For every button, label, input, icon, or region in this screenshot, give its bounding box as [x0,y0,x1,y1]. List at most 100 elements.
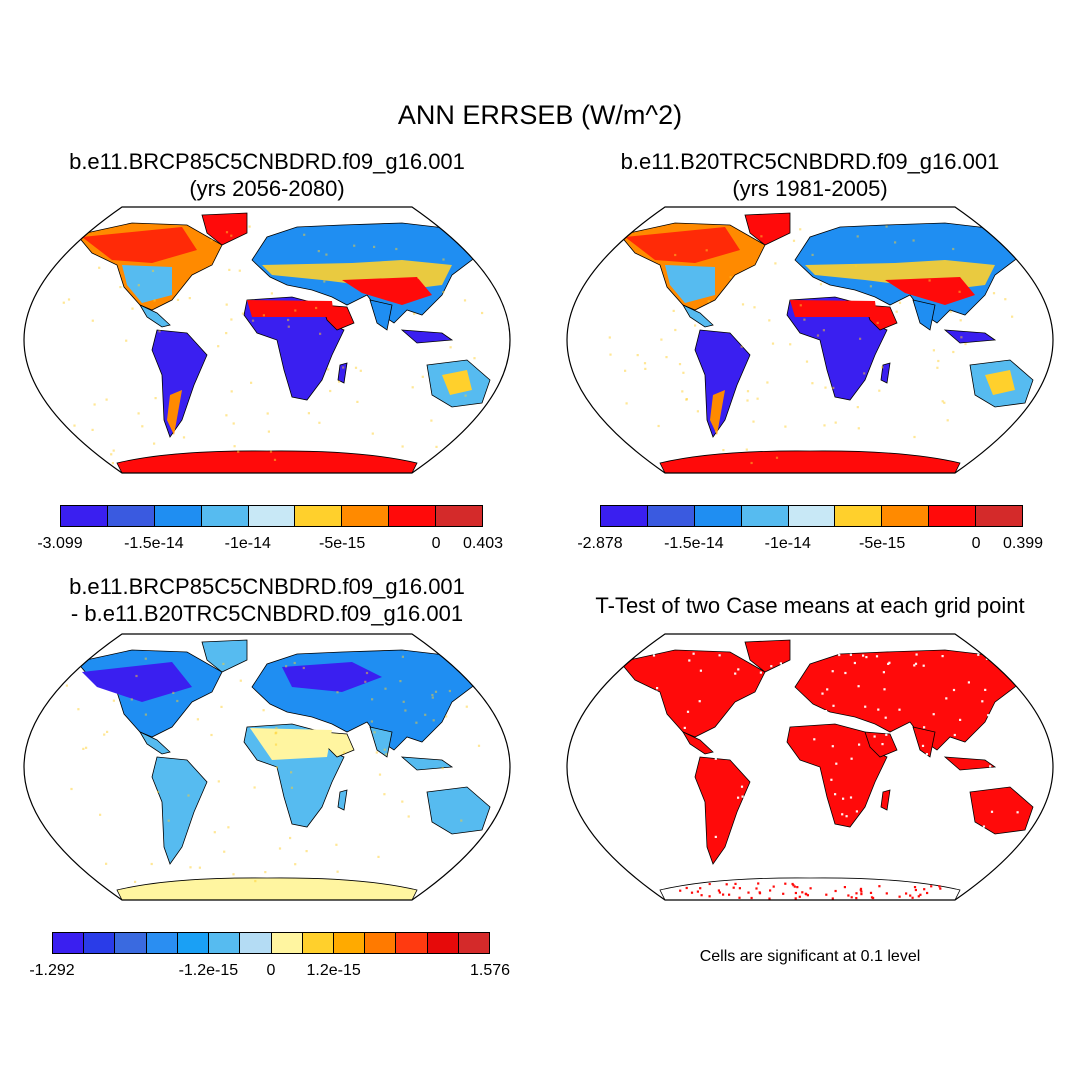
land-greenland [744,212,791,246]
grid-cell-speckle [740,345,743,348]
grid-cell-speckle [857,427,860,430]
antarctica-significant-cell [732,886,735,889]
grid-cell-speckle [680,877,683,880]
region-us-cool [122,265,172,303]
grid-cell-speckle [401,800,404,803]
grid-cell-speckle [456,887,459,890]
grid-cell-speckle [1009,848,1013,851]
land-centralAmerica [682,304,714,328]
grid-cell-speckle [73,424,76,427]
grid-cell-speckle [251,319,255,322]
grid-cell-speckle [784,752,787,755]
grid-cell-speckle [923,726,926,729]
colorbar-swatch [53,933,85,953]
grid-cell-speckle [609,353,612,356]
colorbar-tick-label: -5e-15 [319,535,366,552]
grid-cell-speckle [688,887,691,890]
grid-cell-speckle [413,312,416,315]
grid-cell-speckle [688,659,691,662]
panel-historical-title-line1: b.e11.B20TRC5CNBDRD.f09_g16.001 [620,149,1000,174]
grid-cell-speckle [674,328,677,332]
antarctica-significant-cell [860,890,863,893]
grid-cell-speckle [82,747,85,750]
land-greenland [201,639,248,673]
grid-cell-speckle [971,816,974,819]
grid-cell-speckle [196,718,199,721]
grid-cell-speckle [816,334,820,337]
region-australia-warm [442,370,472,395]
grid-cell-speckle [888,661,891,664]
grid-cell-speckle [1011,702,1014,705]
colorbar-tick-label: 0 [266,962,276,979]
grid-cell-speckle [250,381,253,384]
land-madagascar [337,362,348,384]
grid-cell-speckle [1011,770,1014,773]
antarctica-significant-cell [905,892,908,895]
grid-cell-speckle [464,394,467,397]
antarctica-significant-cell [679,889,682,892]
antarctica-significant-cell [847,894,850,897]
grid-cell-speckle [887,662,890,665]
grid-cell-speckle [404,709,407,712]
antarctica-significant-cell [772,885,775,888]
antarctica-significant-cell [794,891,797,895]
grid-cell-speckle [971,822,975,825]
colorbar-swatch [601,506,648,526]
grid-cell-speckle [465,705,468,708]
region-andes [710,390,725,435]
grid-cell-speckle [640,828,643,831]
grid-cell-speckle [119,286,122,289]
grid-cell-speckle [1004,298,1007,301]
grid-cell-speckle [445,715,448,718]
grid-cell-speckle [656,687,659,690]
grid-cell-speckle [947,871,951,874]
grid-cell-speckle [760,235,763,238]
land-centralAmerica [682,731,714,755]
grid-cell-speckle [746,390,750,393]
colorbar-swatch [201,506,249,526]
grid-cell-speckle [815,793,818,796]
antarctica-significant-cell [930,885,933,888]
grid-cell-speckle [741,795,744,798]
grid-cell-speckle [641,872,644,875]
antarctica-significant-cell [938,885,941,888]
grid-cell-speckle [756,721,760,724]
grid-cell-speckle [373,731,376,734]
grid-cell-speckle [959,718,962,721]
grid-cell-speckle [373,245,376,248]
land-eurasia [794,649,1028,751]
map-frame [23,206,511,474]
antarctica-significant-cell [784,882,787,885]
grid-cell-speckle [253,786,256,789]
grid-cell-speckle [624,369,627,372]
panel-difference-title-line1: b.e11.BRCP85C5CNBDRD.f09_g16.001 [69,574,465,599]
grid-cell-speckle [210,733,213,737]
grid-cell-speckle [608,741,612,744]
grid-cell-speckle [619,738,622,742]
grid-cell-speckle [863,372,866,375]
antarctica-significant-cell [831,897,834,900]
map-historical [566,206,1054,474]
grid-cell-speckle [878,389,881,392]
region-us-cool [665,265,715,303]
grid-cell-speckle [921,744,925,747]
antarctica-significant-cell [909,894,912,897]
grid-cell-speckle [926,785,929,788]
grid-cell-speckle [896,769,899,772]
grid-cell-speckle [871,819,875,822]
grid-cell-speckle [975,785,978,788]
grid-cell-speckle [823,424,826,427]
antarctica-significant-cell [850,896,853,899]
grid-cell-speckle [1015,856,1018,859]
grid-cell-speckle [770,665,773,668]
antarctica-significant-cell [914,888,917,892]
colorbar-tick-label: 0 [431,535,441,552]
land-greenland [201,212,248,246]
grid-cell-speckle [943,401,946,404]
grid-cell-speckle [850,757,853,760]
colorbar-tick-label: -5e-15 [859,535,906,552]
grid-cell-speckle [862,654,865,657]
grid-cell-speckle [471,250,474,253]
colorbar-historical-labels: -2.878 -1.5e-14 -1e-14 -5e-15 0 0.399 [577,535,1043,557]
colorbar-swatch [427,933,459,953]
